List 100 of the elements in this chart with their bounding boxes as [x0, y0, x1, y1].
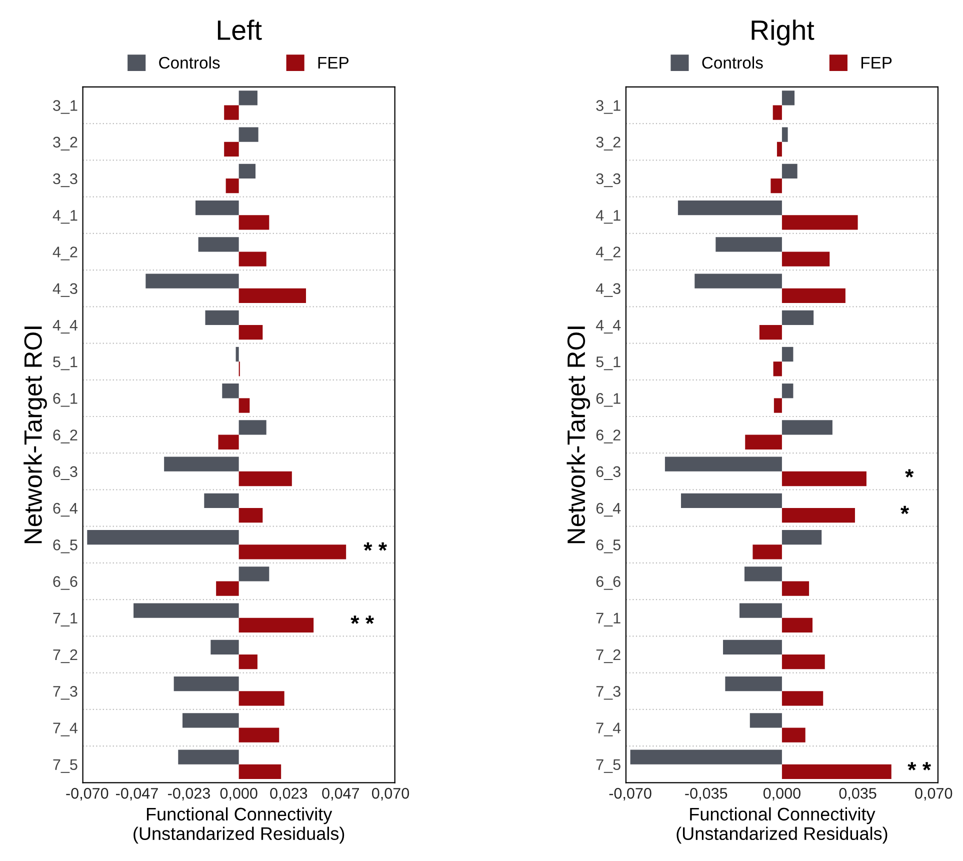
- bar: [739, 603, 782, 618]
- bar: [205, 310, 239, 325]
- x-tick-label: 0,023: [270, 788, 308, 801]
- bar: [782, 728, 806, 742]
- y-tick-label: 5_1: [53, 356, 78, 370]
- y-tick-label: 6_4: [53, 502, 78, 517]
- annotation: * *: [908, 762, 932, 770]
- bar: [204, 493, 239, 508]
- y-tick-label: 7_5: [596, 759, 620, 773]
- bar: [134, 603, 239, 618]
- y-tick-label: 4_2: [52, 246, 78, 260]
- y-tick-label: 4_1: [52, 210, 78, 224]
- y-tick-label: 6_6: [53, 576, 78, 590]
- bar: [782, 691, 824, 706]
- x-tick-label: 0,000: [220, 788, 258, 801]
- bar: [218, 434, 239, 450]
- bar: [716, 237, 782, 252]
- bar: [216, 581, 239, 596]
- y-tick-label: 4_2: [596, 246, 620, 260]
- bar: [782, 384, 794, 398]
- bar: [725, 676, 782, 692]
- bar: [782, 581, 810, 596]
- bar: [782, 530, 822, 545]
- y-tick-label: 7_2: [53, 649, 78, 664]
- annotation: *: [905, 469, 914, 478]
- bar: [224, 142, 239, 157]
- bar: [745, 434, 782, 450]
- bar: [782, 90, 795, 106]
- y-tick-label: 3_2: [53, 136, 78, 150]
- bar: [723, 640, 782, 654]
- bar: [782, 618, 813, 633]
- bar: [238, 324, 263, 340]
- x-tick-label: -0,047: [116, 788, 158, 801]
- x-tick-label: -0,023: [168, 788, 210, 801]
- bar: [238, 288, 306, 303]
- bar: [782, 508, 855, 523]
- bar: [87, 530, 239, 545]
- bar: [238, 252, 266, 266]
- bar: [694, 274, 782, 288]
- bar: [164, 456, 239, 472]
- x-tick-label: 0,070: [915, 788, 952, 801]
- bar: [680, 493, 782, 508]
- y-tick-label: 5_1: [596, 356, 620, 370]
- y-tick-label: 7_4: [596, 722, 621, 736]
- bar: [782, 420, 832, 435]
- chart-title: Right: [752, 20, 814, 46]
- bar: [630, 750, 782, 764]
- y-tick-label: 6_5: [596, 540, 620, 554]
- y-tick-label: 6_1: [596, 393, 620, 407]
- y-tick-label: 7_4: [53, 722, 78, 736]
- bar: [238, 398, 250, 413]
- x-tick-label: -0,035: [685, 788, 728, 801]
- bar: [226, 178, 239, 194]
- y-tick-label: 6_2: [596, 430, 620, 444]
- y-tick-label: 7_3: [596, 686, 620, 700]
- bar: [772, 105, 782, 120]
- bar: [678, 200, 782, 216]
- y-tick-label: 6_2: [53, 430, 78, 444]
- bar: [782, 215, 858, 230]
- bar: [238, 544, 346, 560]
- bar: [238, 164, 256, 178]
- y-tick-label: 7_1: [596, 612, 620, 626]
- bar: [146, 274, 239, 288]
- bar: [222, 384, 239, 398]
- chart-title: Left: [218, 20, 262, 40]
- bar: [238, 127, 258, 142]
- bar: [744, 566, 782, 582]
- y-tick-label: 4_3: [596, 283, 620, 297]
- y-tick-label: 7_3: [53, 686, 78, 700]
- legend-label: Controls: [702, 56, 763, 69]
- y-tick-label: 4_1: [596, 210, 620, 224]
- legend-label: FEP: [318, 57, 349, 69]
- bar: [238, 215, 270, 230]
- bar: [774, 398, 782, 413]
- bar: [178, 750, 239, 764]
- bar: [664, 456, 782, 472]
- x-tick-label: 0,035: [839, 788, 876, 801]
- x-axis-title: Functional Connectivity (Unstandarized Residuals): [134, 807, 344, 844]
- bar: [782, 288, 846, 303]
- bar: [224, 105, 239, 120]
- bar: [238, 728, 280, 742]
- y-tick-label: 6_6: [596, 576, 620, 590]
- y-tick-label: 6_5: [53, 540, 78, 554]
- y-tick-label: 3_1: [53, 100, 78, 114]
- bar: [782, 764, 892, 779]
- y-tick-label: 6_3: [53, 466, 78, 480]
- x-tick-label: -0,070: [609, 788, 652, 801]
- bar: [782, 471, 866, 486]
- x-tick-label: 0,070: [372, 788, 410, 801]
- bar: [174, 676, 239, 692]
- y-axis-title: Network-Target ROI: [566, 326, 590, 544]
- y-axis-title: Network-Target ROI: [24, 326, 47, 544]
- bar: [238, 618, 314, 633]
- bar: [238, 654, 258, 670]
- bar: [776, 142, 782, 157]
- bar: [198, 237, 239, 252]
- bar: [782, 654, 825, 670]
- bar: [773, 362, 782, 376]
- annotation: *: [900, 506, 910, 514]
- bar: [770, 178, 782, 194]
